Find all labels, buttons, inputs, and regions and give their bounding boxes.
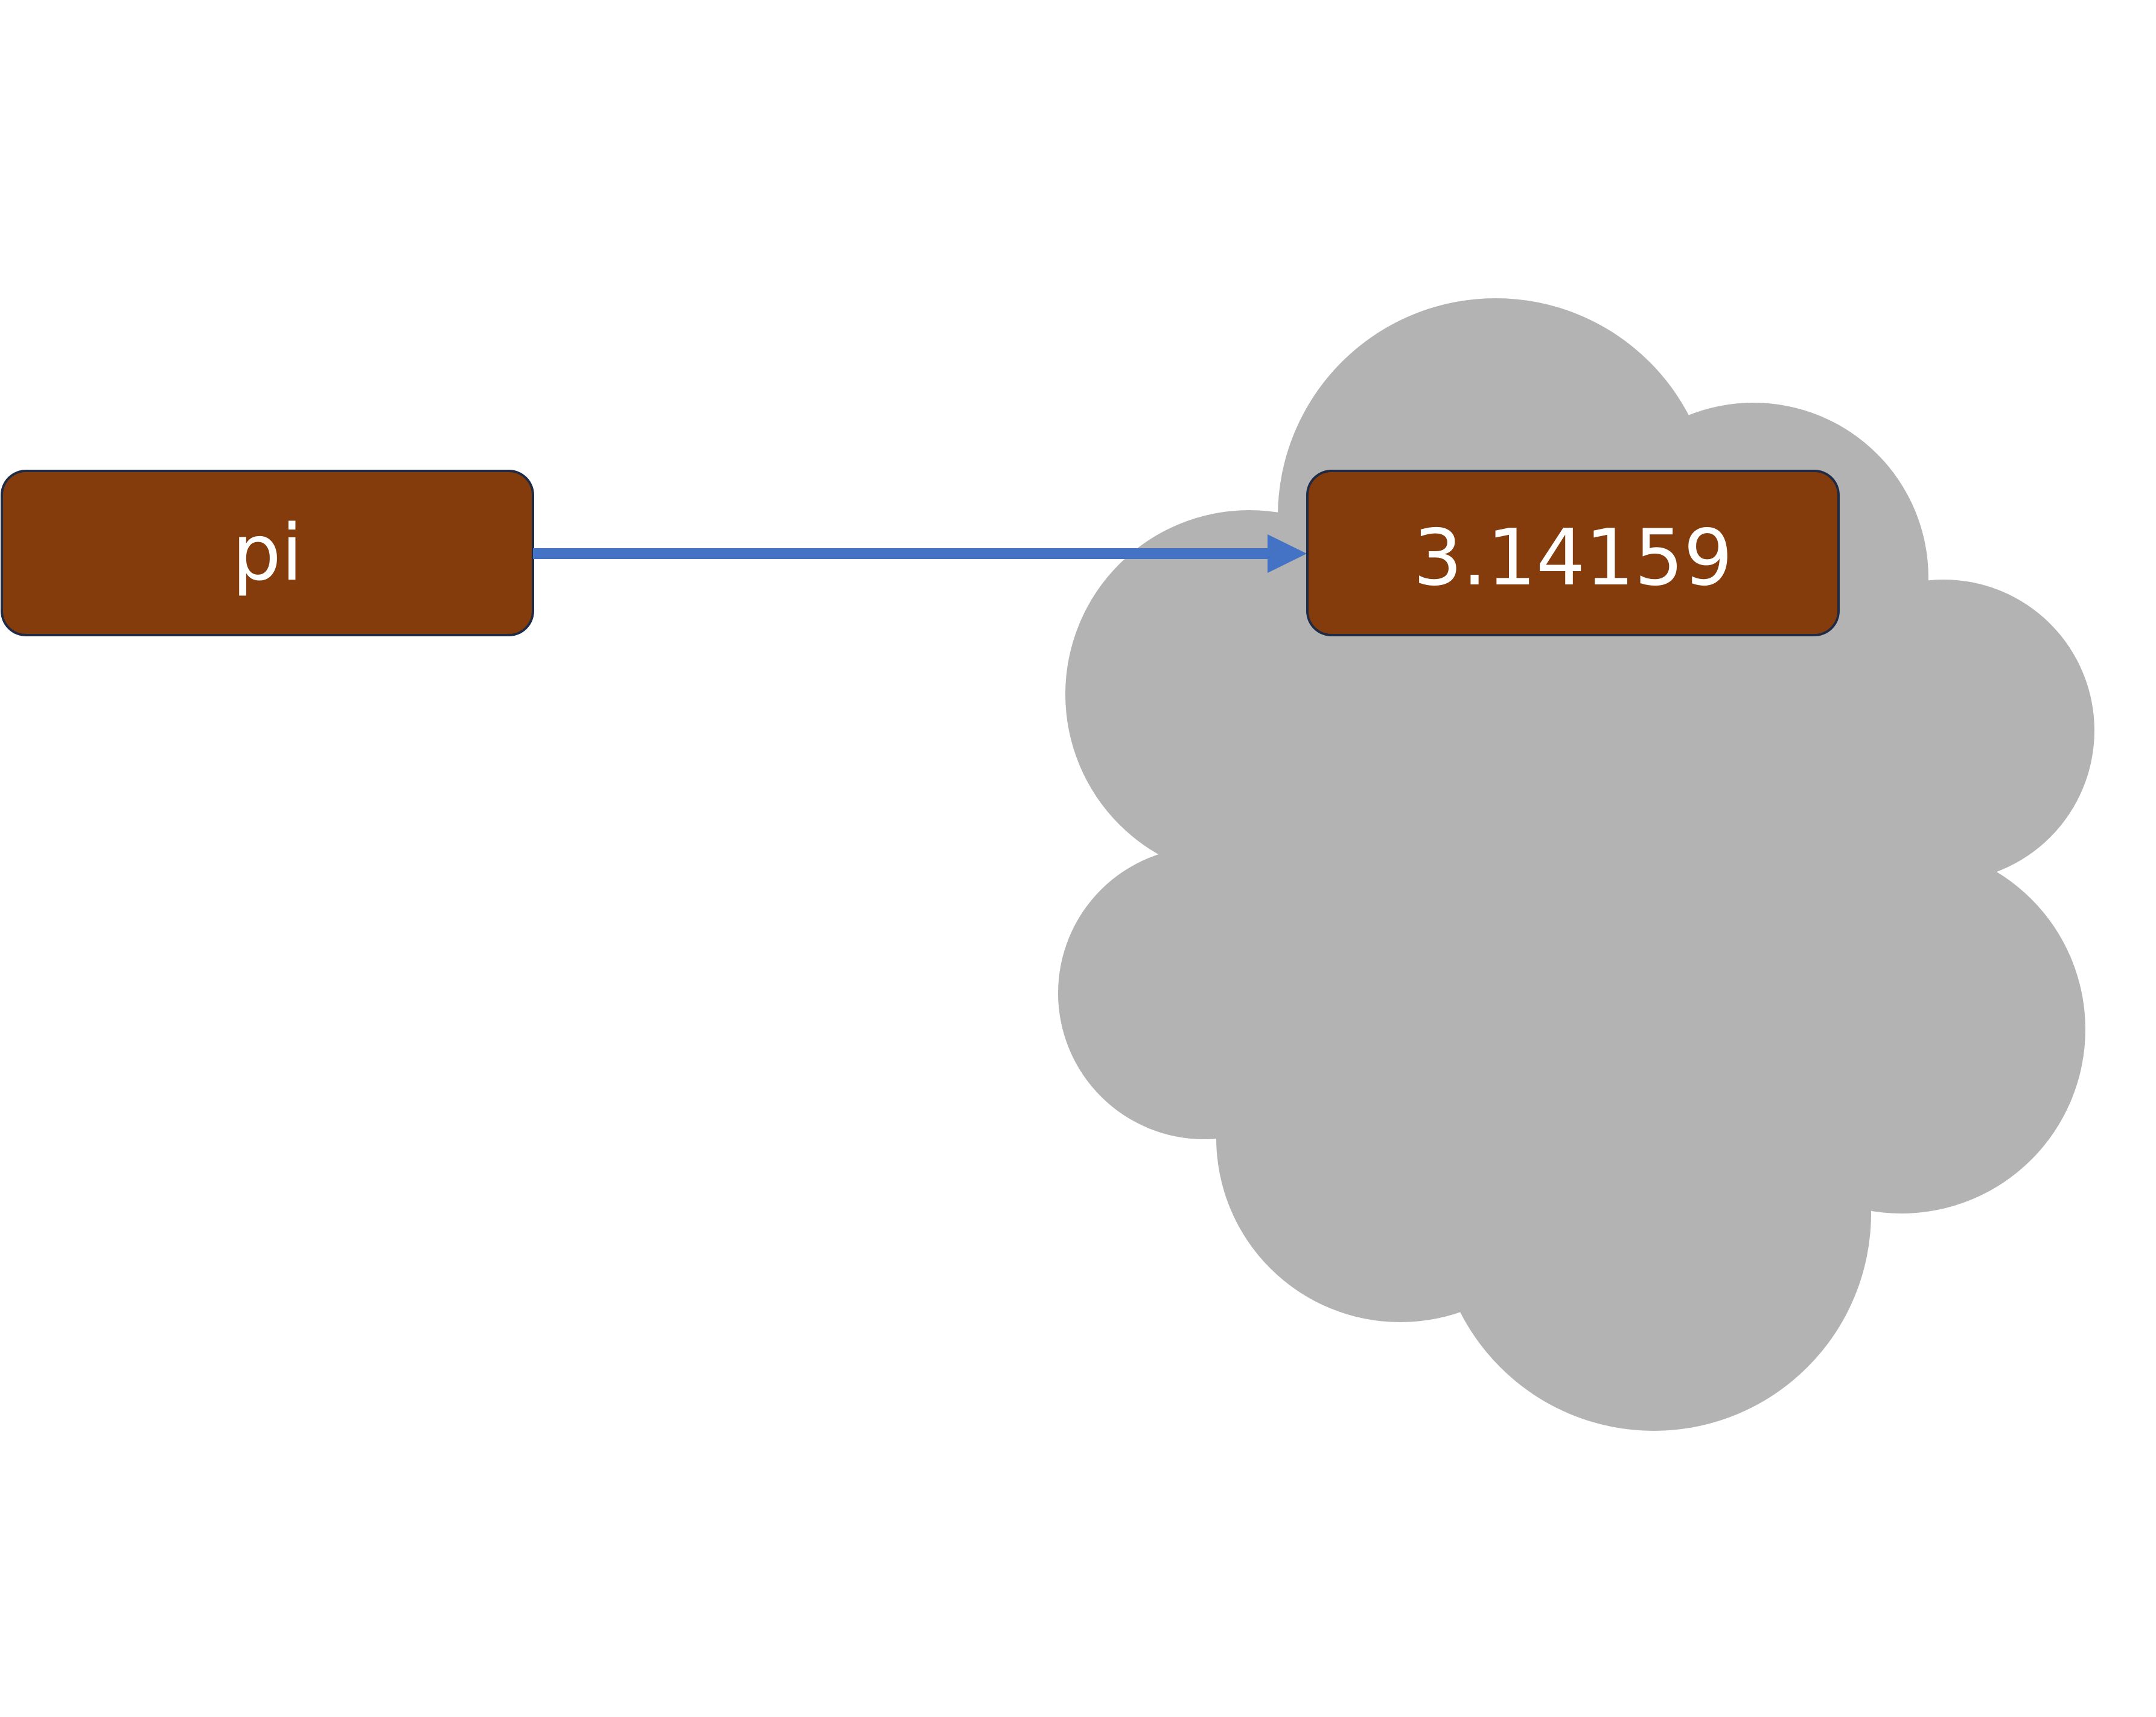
- variable-label: pi: [232, 508, 303, 598]
- memory-cloud-shape: [1058, 298, 2094, 1431]
- variable-box: pi: [2, 471, 533, 635]
- value-label: 3.14159: [1413, 513, 1732, 603]
- value-box: 3.14159: [1307, 471, 1839, 635]
